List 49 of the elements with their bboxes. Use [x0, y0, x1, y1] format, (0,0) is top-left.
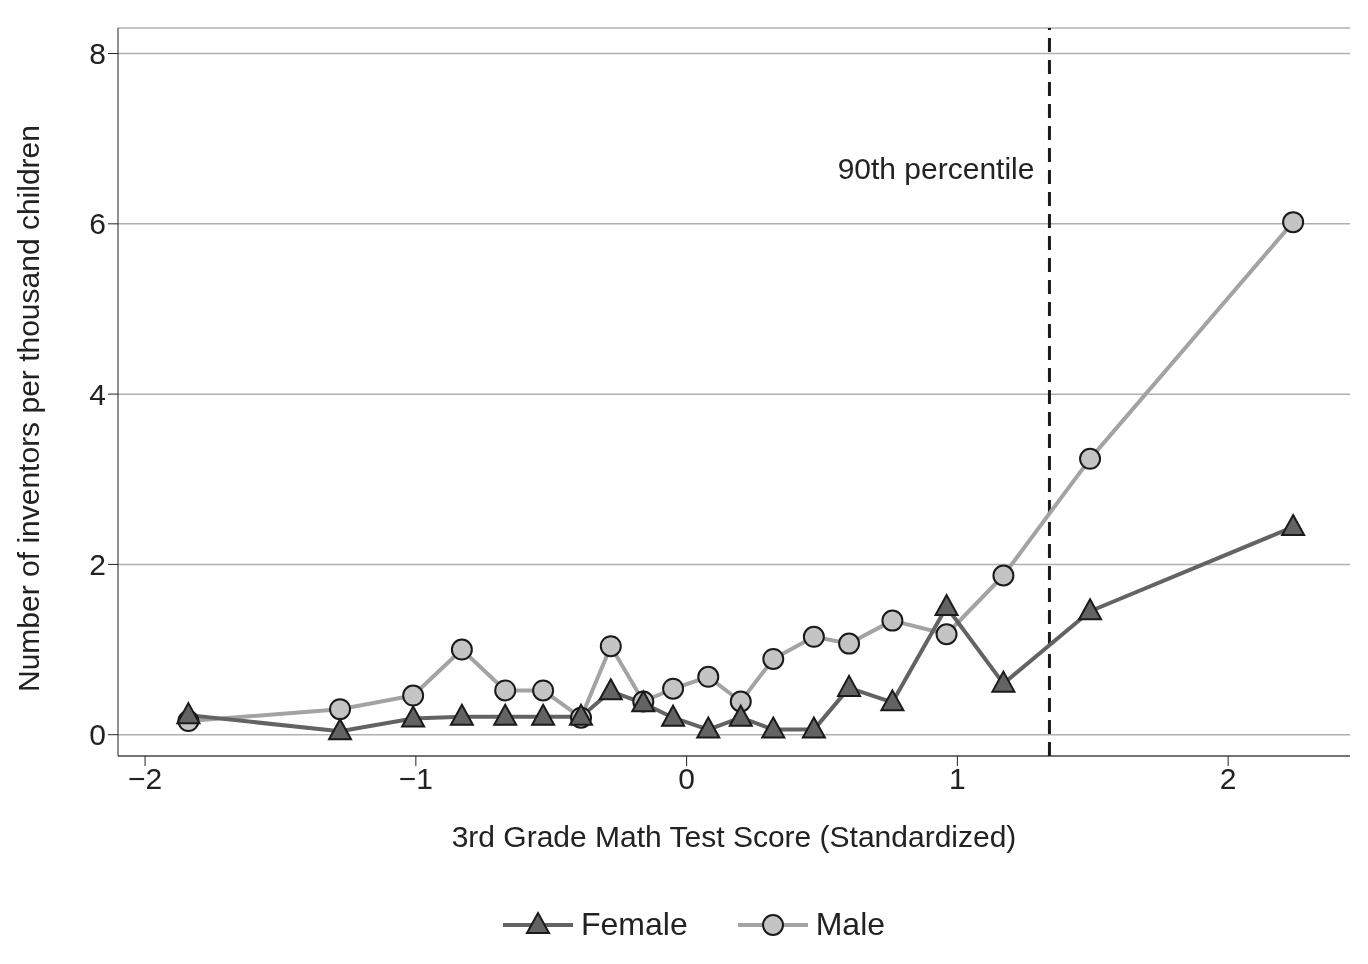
point: [696, 716, 721, 739]
point: [837, 674, 862, 697]
point: [494, 679, 517, 702]
point: [838, 632, 861, 655]
point: [1079, 447, 1102, 470]
point: [992, 564, 1015, 587]
point: [328, 718, 353, 741]
x-tick-label: 2: [1219, 762, 1237, 796]
x-tick-label: −2: [127, 762, 163, 796]
point: [493, 703, 518, 726]
point: [402, 684, 425, 707]
point: [697, 665, 720, 688]
y-tick-label: 6: [89, 207, 106, 241]
point: [728, 704, 753, 727]
point: [599, 635, 622, 658]
point: [176, 702, 201, 725]
point: [1282, 211, 1305, 234]
x-tick-label: 1: [949, 762, 966, 796]
point: [935, 623, 958, 646]
point: [1281, 513, 1306, 536]
y-tick-label: 4: [89, 377, 106, 411]
point: [934, 593, 959, 616]
y-tick-label: 2: [89, 548, 106, 582]
point: [532, 679, 555, 702]
point: [991, 670, 1016, 693]
point: [1078, 598, 1103, 621]
point: [761, 716, 786, 739]
point: [598, 678, 623, 701]
legend-label: Female: [580, 906, 688, 943]
x-tick-label: 0: [678, 762, 695, 796]
point: [801, 716, 826, 739]
point: [449, 703, 474, 726]
ref-line-label: 90th percentile: [837, 152, 1035, 186]
point: [450, 638, 473, 661]
point: [802, 625, 825, 648]
y-tick-label: 8: [89, 37, 106, 71]
point: [662, 677, 685, 700]
point: [880, 689, 905, 712]
legend-label: Male: [815, 906, 886, 943]
y-tick-label: 0: [89, 718, 106, 752]
point: [881, 609, 904, 632]
point: [401, 705, 426, 728]
x-axis-title: 3rd Grade Math Test Score (Standardized): [451, 820, 1017, 854]
point: [531, 703, 556, 726]
x-tick-label: −1: [398, 762, 433, 796]
point: [661, 704, 686, 727]
point: [762, 647, 785, 670]
point: [329, 698, 352, 721]
y-axis-title: Number of inventors per thousand children: [11, 125, 45, 692]
